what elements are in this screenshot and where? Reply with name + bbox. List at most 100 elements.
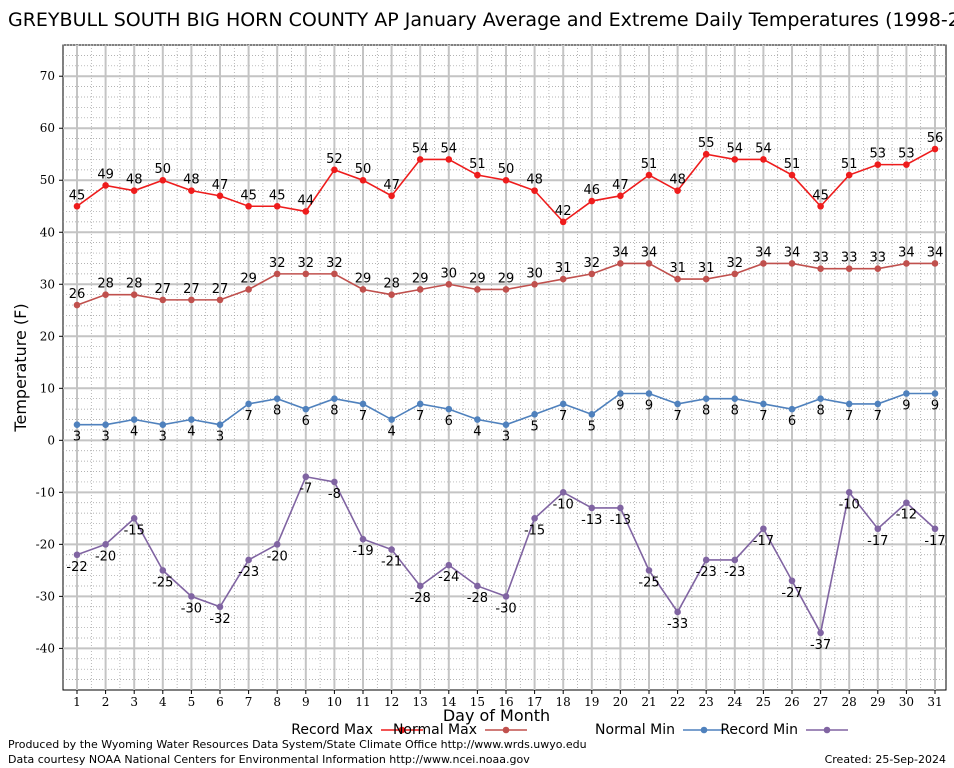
normal-max-point	[73, 301, 81, 309]
normal-max-data-label: 29	[469, 271, 486, 286]
record-min-point	[188, 593, 195, 600]
record-min-data-label: -21	[381, 555, 402, 570]
y-tick-label: -10	[36, 485, 55, 499]
record-max-point	[273, 202, 281, 210]
normal-max-point	[416, 286, 424, 293]
record-max-data-label: 49	[97, 167, 114, 182]
normal-min-point	[588, 411, 596, 418]
normal-min-point	[130, 416, 138, 423]
legend-marker-record-min	[823, 726, 831, 734]
normal-max-data-label: 32	[727, 256, 744, 271]
normal-max-data-label: 29	[498, 271, 515, 286]
footer-data-courtesy: Data courtesy NOAA National Centers for …	[8, 753, 530, 766]
normal-min-point	[159, 421, 167, 429]
normal-min-point	[731, 395, 739, 403]
record-max-point	[674, 187, 681, 194]
record-max-point	[216, 192, 224, 200]
normal-max-point	[674, 275, 681, 283]
record-max-point	[617, 192, 624, 200]
record-max-data-label: 50	[498, 162, 515, 177]
normal-min-data-label: 9	[931, 399, 939, 414]
normal-max-point	[760, 260, 767, 267]
x-tick-label: 2	[102, 695, 110, 709]
record-max-point	[331, 166, 338, 174]
record-max-data-label: 48	[526, 173, 543, 188]
normal-min-data-label: 7	[759, 409, 767, 424]
normal-max-data-label: 33	[870, 251, 887, 266]
normal-min-point	[531, 411, 538, 418]
x-tick-label: 7	[245, 695, 253, 709]
normal-max-data-label: 33	[812, 251, 829, 266]
normal-max-point	[617, 260, 624, 267]
record-max-data-label: 51	[784, 157, 801, 172]
record-max-point	[188, 187, 195, 194]
x-tick-label: 26	[784, 695, 799, 709]
record-min-data-label: -37	[810, 638, 831, 653]
record-max-data-label: 54	[412, 141, 429, 156]
y-tick-label: 50	[40, 173, 55, 187]
normal-min-data-label: 4	[473, 425, 481, 440]
record-min-point	[73, 551, 81, 559]
record-max-point	[931, 145, 939, 153]
normal-max-point	[559, 275, 567, 283]
x-tick-label: 12	[384, 695, 399, 709]
normal-min-data-label: 3	[502, 430, 510, 445]
normal-min-point	[559, 400, 567, 408]
record-max-data-label: 48	[669, 173, 686, 188]
normal-min-point	[445, 405, 453, 413]
normal-max-data-label: 28	[383, 277, 400, 292]
normal-max-point	[445, 280, 453, 288]
record-max-data-label: 47	[383, 178, 400, 193]
normal-max-point	[731, 270, 739, 278]
y-tick-label: -20	[36, 537, 55, 551]
record-max-point	[302, 208, 310, 215]
normal-min-data-label: 7	[559, 409, 567, 424]
record-max-data-label: 44	[298, 193, 315, 208]
normal-min-point	[245, 400, 252, 408]
x-tick-label: 29	[870, 695, 885, 709]
record-min-point	[874, 525, 882, 533]
normal-min-data-label: 9	[645, 399, 653, 414]
record-min-data-label: -13	[610, 513, 631, 528]
record-min-point	[645, 567, 653, 574]
normal-min-data-label: 4	[187, 425, 195, 440]
record-max-point	[359, 176, 367, 184]
normal-max-data-label: 30	[441, 266, 458, 281]
record-max-data-label: 45	[269, 188, 286, 203]
record-max-data-label: 51	[469, 157, 486, 172]
normal-min-point	[702, 395, 710, 403]
normal-max-point	[331, 270, 338, 278]
normal-min-data-label: 3	[159, 430, 167, 445]
x-tick-label: 20	[613, 695, 628, 709]
record-min-data-label: -25	[638, 575, 659, 590]
record-max-data-label: 54	[755, 141, 772, 156]
record-min-data-label: -23	[724, 565, 745, 580]
record-max-data-label: 53	[870, 147, 887, 162]
record-max-data-label: 48	[183, 173, 200, 188]
x-tick-label: 19	[584, 695, 599, 709]
record-min-point	[331, 478, 338, 486]
x-tick-label: 23	[699, 695, 714, 709]
normal-max-data-label: 28	[97, 277, 114, 292]
normal-min-point	[674, 400, 681, 408]
x-tick-label: 31	[927, 695, 942, 709]
record-max-data-label: 50	[355, 162, 372, 177]
normal-min-data-label: 5	[530, 419, 538, 434]
legend-label-normal-min: Normal Min	[595, 722, 675, 738]
record-max-data-label: 55	[698, 136, 715, 151]
record-min-point	[617, 504, 624, 512]
record-min-data-label: -23	[238, 565, 259, 580]
x-tick-label: 30	[899, 695, 914, 709]
record-min-point	[159, 567, 167, 574]
record-min-data-label: -10	[839, 497, 860, 512]
normal-max-data-label: 27	[183, 282, 200, 297]
normal-min-data-label: 3	[216, 430, 224, 445]
record-max-point	[73, 202, 81, 210]
record-max-point	[845, 171, 853, 179]
normal-max-point	[702, 275, 710, 283]
normal-max-data-label: 30	[526, 266, 543, 281]
series-lines	[73, 145, 939, 637]
normal-min-data-label: 8	[702, 404, 710, 419]
